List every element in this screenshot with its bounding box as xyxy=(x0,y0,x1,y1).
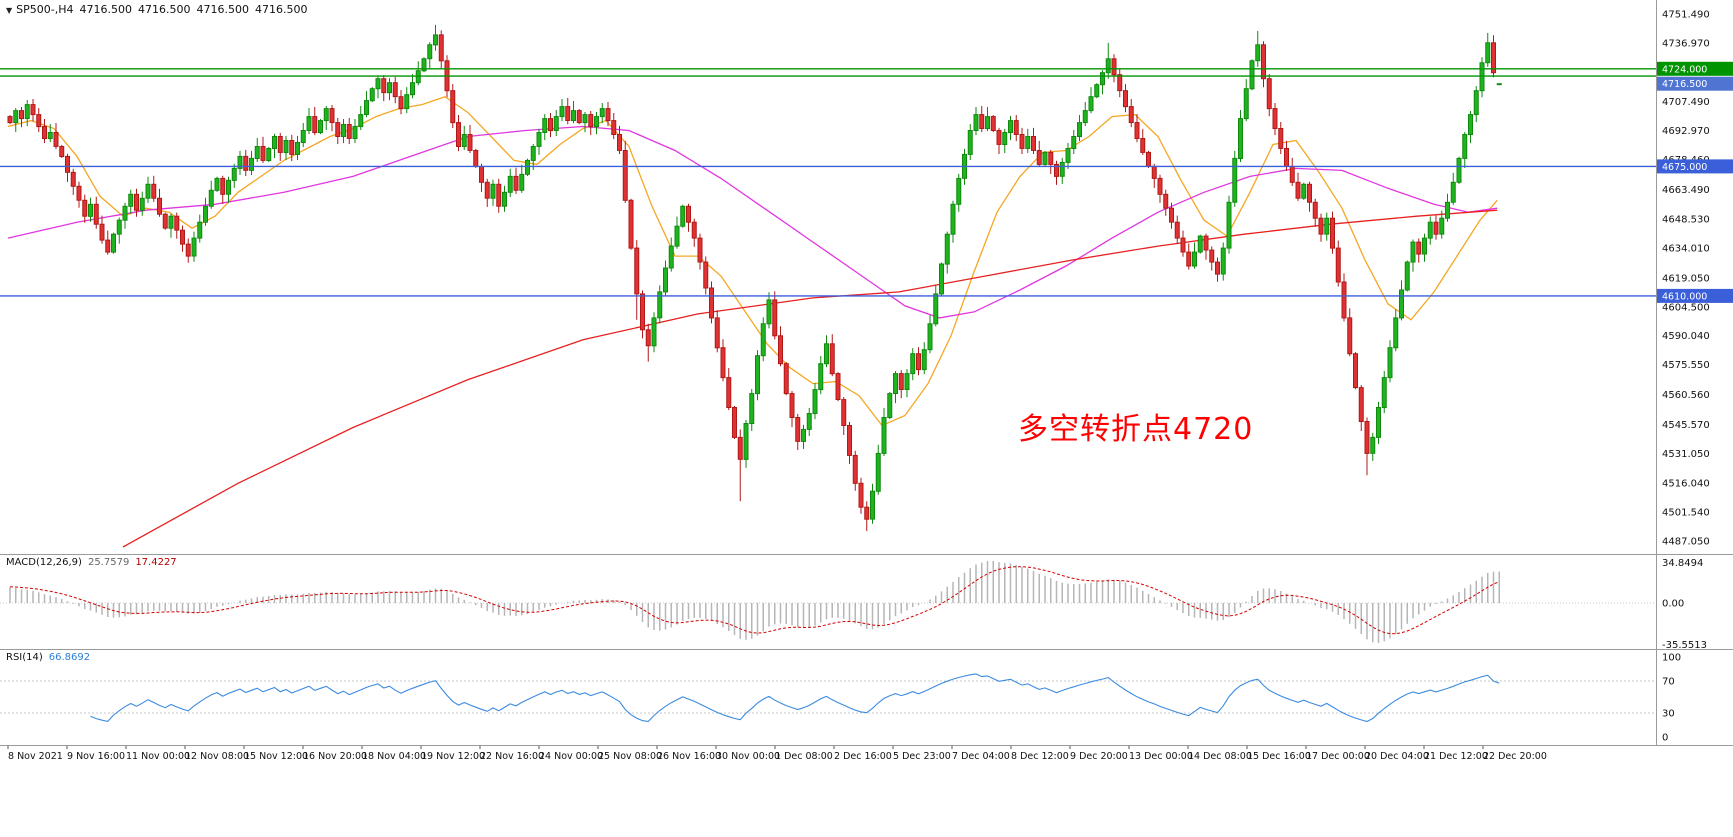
ma-fast-orange xyxy=(7,95,1498,427)
time-axis-label: 11 Nov 00:00 xyxy=(126,751,190,762)
rsi-name: RSI(14) xyxy=(6,652,43,663)
price-axis-label: 4692.970 xyxy=(1662,126,1710,137)
time-axis-label: 12 Nov 08:00 xyxy=(185,751,249,762)
time-axis-label: 9 Dec 20:00 xyxy=(1070,751,1128,762)
time-axis-label: 5 Dec 23:00 xyxy=(893,751,951,762)
time-axis-label: 14 Dec 08:00 xyxy=(1188,751,1252,762)
price-badge-label: 4724.000 xyxy=(1662,64,1707,75)
price-axis-label: 4751.490 xyxy=(1662,9,1710,20)
time-axis-label: 20 Dec 04:00 xyxy=(1365,751,1429,762)
time-axis-label: 19 Nov 12:00 xyxy=(421,751,485,762)
time-axis-label: 17 Dec 00:00 xyxy=(1306,751,1370,762)
macd-name: MACD(12,26,9) xyxy=(6,557,82,568)
rsi-indicator-label: RSI(14) 66.8692 xyxy=(6,652,96,663)
rsi-panel[interactable]: 100 70 30 0 xyxy=(0,653,1681,744)
moving-average-layer xyxy=(7,95,1498,548)
time-axis-label: 24 Nov 00:00 xyxy=(539,751,603,762)
price-badge-label: 4675.000 xyxy=(1662,162,1707,173)
rsi-axis-label: 0 xyxy=(1662,733,1668,744)
ma-mid-magenta xyxy=(7,125,1498,319)
rsi-axis-label: 30 xyxy=(1662,709,1675,720)
time-axis-label: 2 Dec 16:00 xyxy=(834,751,892,762)
rsi-axis-label: 100 xyxy=(1662,653,1681,664)
quote-open: 4716.500 xyxy=(79,3,133,16)
time-axis-label: 18 Nov 04:00 xyxy=(362,751,426,762)
ma-slow-red xyxy=(122,209,1498,548)
price-axis-label: 4560.560 xyxy=(1662,390,1710,401)
price-badges: 4724.000 4716.500 4675.000 4610.000 xyxy=(1657,61,1733,303)
time-axis-label: 25 Nov 08:00 xyxy=(598,751,662,762)
price-axis-label: 4736.970 xyxy=(1662,38,1710,49)
macd-axis-label: 0.00 xyxy=(1662,599,1684,610)
price-axis-label: 4634.010 xyxy=(1662,244,1710,255)
candlestick-layer xyxy=(7,24,1502,532)
macd-axis-label: 34.8494 xyxy=(1662,558,1703,569)
price-badge-label: 4716.500 xyxy=(1662,79,1707,90)
time-axis-label: 9 Nov 16:00 xyxy=(67,751,125,762)
time-axis-label: 15 Dec 16:00 xyxy=(1247,751,1311,762)
quote-high: 4716.500 xyxy=(138,3,191,16)
macd-axis-label: -35.5513 xyxy=(1662,640,1707,651)
symbol-info: ▼ SP500-,H4 4716.500 4716.500 4716.500 4716.5… xyxy=(6,3,314,16)
time-axis-label: 22 Dec 20:00 xyxy=(1483,751,1547,762)
time-axis-label: 26 Nov 16:00 xyxy=(657,751,721,762)
time-axis-label: 8 Nov 2021 xyxy=(8,751,63,762)
time-axis-label: 21 Dec 12:00 xyxy=(1424,751,1488,762)
panel-separators xyxy=(0,0,1733,746)
rsi-value: 66.8692 xyxy=(48,652,91,663)
annotation-text: 多空转折点4720 xyxy=(1018,412,1254,447)
price-axis-label: 4516.040 xyxy=(1662,479,1710,490)
rsi-line xyxy=(90,673,1500,723)
price-axis-label: 4545.570 xyxy=(1662,420,1710,431)
price-axis-label: 4707.490 xyxy=(1662,97,1710,108)
macd-signal-line xyxy=(9,566,1500,635)
price-badge xyxy=(1657,61,1733,76)
rsi-axis-label: 70 xyxy=(1662,677,1675,688)
price-axis-label: 4590.040 xyxy=(1662,331,1710,342)
price-axis-label: 4501.540 xyxy=(1662,508,1710,519)
time-axis-label: 1 Dec 08:00 xyxy=(775,751,833,762)
time-axis-label: 7 Dec 04:00 xyxy=(952,751,1010,762)
quote-low: 4716.500 xyxy=(196,3,250,16)
price-axis-label: 4604.500 xyxy=(1662,302,1710,313)
price-axis-label: 4663.490 xyxy=(1662,185,1710,196)
price-axis-label: 4487.050 xyxy=(1662,536,1710,547)
macd-signal-value: 17.4227 xyxy=(135,557,177,568)
price-badge xyxy=(1657,159,1733,174)
price-axis-label: 4575.550 xyxy=(1662,360,1710,371)
time-axis-label: 22 Nov 16:00 xyxy=(480,751,544,762)
quote-close: 4716.500 xyxy=(255,3,308,16)
price-axis-label: 4648.530 xyxy=(1662,215,1710,226)
price-badge-label: 4610.000 xyxy=(1662,291,1707,302)
time-axis-label: 15 Nov 12:00 xyxy=(244,751,308,762)
time-axis-label: 13 Dec 00:00 xyxy=(1129,751,1193,762)
price-axis-label: 4619.050 xyxy=(1662,273,1710,284)
price-badge xyxy=(1657,76,1733,91)
macd-panel[interactable]: 34.8494 0.00 -35.5513 xyxy=(0,558,1707,651)
price-axis[interactable]: 4751.4904736.9704707.4904692.9704678.460… xyxy=(1662,9,1710,547)
price-badge xyxy=(1657,288,1733,303)
level-lines-layer[interactable] xyxy=(0,68,1656,297)
symbol-dropdown-icon: ▼ xyxy=(6,6,13,15)
macd-indicator-label: MACD(12,26,9) 25.7579 17.4227 xyxy=(6,557,183,568)
time-axis-label: 16 Nov 20:00 xyxy=(303,751,367,762)
time-axis-label: 30 Nov 00:00 xyxy=(716,751,780,762)
price-axis-label: 4531.050 xyxy=(1662,449,1710,460)
symbol-period-label: SP500-,H4 xyxy=(16,3,74,16)
time-axis-label: 8 Dec 12:00 xyxy=(1011,751,1069,762)
macd-main-value: 25.7579 xyxy=(87,557,130,568)
